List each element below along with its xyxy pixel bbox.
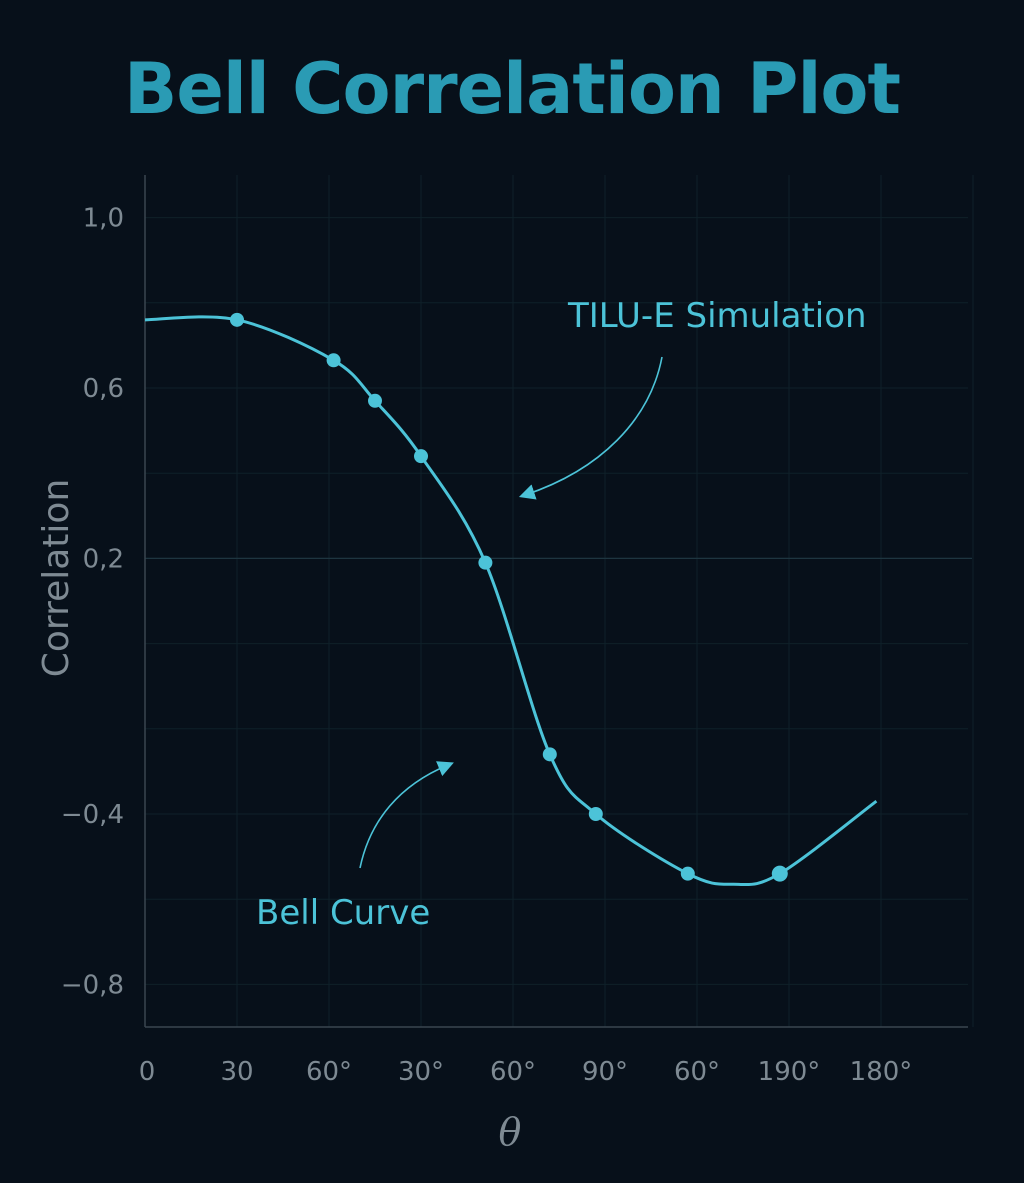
y-axis-label: Correlation — [36, 479, 77, 678]
x-tick-label: 60° — [306, 1057, 352, 1087]
simulation-arrow — [518, 356, 663, 500]
x-tick-label: 30° — [398, 1057, 444, 1087]
x-tick-label: 60° — [490, 1057, 536, 1087]
series-line — [144, 315, 878, 887]
y-tick-label: −0,4 — [61, 800, 124, 830]
x-tick-label: 190° — [758, 1057, 821, 1087]
y-tick-label: 0,6 — [83, 374, 124, 404]
chart-title: Bell Correlation Plot — [123, 48, 901, 130]
data-point — [588, 807, 603, 821]
annotation-simulation: TILU-E Simulation — [567, 296, 867, 336]
data-point — [478, 555, 493, 570]
bell-curve-arrow — [359, 761, 454, 869]
data-point — [230, 312, 244, 327]
annotation-bell-curve: Bell Curve — [256, 893, 430, 933]
x-tick-label: 60° — [674, 1057, 720, 1087]
x-tick-label: 30 — [220, 1057, 253, 1087]
y-tick-label: 0,2 — [83, 544, 124, 574]
data-point — [680, 866, 695, 881]
y-tick-labels: 1,0 0,6 0,2 −0,4 −0,8 — [61, 204, 124, 1001]
x-tick-label: 90° — [582, 1057, 628, 1087]
x-tick-label: 0 — [139, 1057, 156, 1087]
x-tick-label: 180° — [850, 1057, 913, 1087]
data-point — [368, 393, 382, 408]
x-axis-label: θ — [499, 1110, 522, 1154]
data-point — [414, 449, 428, 464]
axes-layer — [144, 175, 968, 1028]
data-point — [771, 865, 788, 882]
y-tick-label: 1,0 — [83, 204, 124, 234]
data-point — [326, 353, 341, 368]
data-points — [230, 312, 788, 882]
data-point — [542, 747, 557, 762]
grid-layer — [144, 175, 974, 1027]
y-tick-label: −0,8 — [61, 970, 124, 1000]
x-tick-labels: 0 30 60° 30° 60° 90° 60° 190° 180° — [139, 1057, 913, 1087]
